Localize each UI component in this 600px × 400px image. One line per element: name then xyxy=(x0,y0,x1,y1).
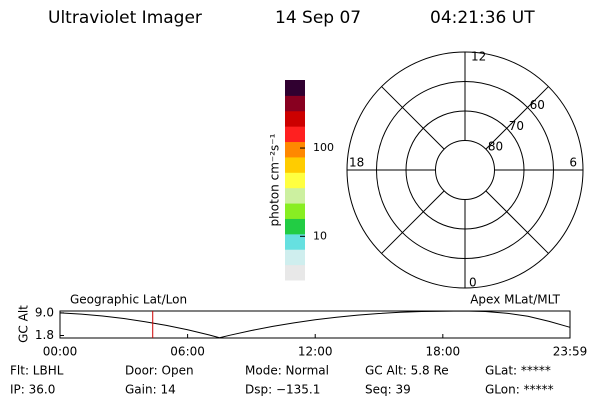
lat-label: 80 xyxy=(488,140,503,154)
status-field: Seq: 39 xyxy=(365,383,411,397)
status-field: Flt: LBHL xyxy=(10,364,64,378)
x-tick-label: 12:00 xyxy=(298,345,333,359)
color-band xyxy=(285,264,305,281)
color-band xyxy=(285,172,305,189)
lat-ring xyxy=(405,110,525,230)
x-tick-label: 06:00 xyxy=(170,345,205,359)
color-band xyxy=(285,95,305,112)
date: 14 Sep 07 xyxy=(275,8,361,28)
colorbar-tick-label: 100 xyxy=(313,141,334,154)
lat-label: 70 xyxy=(509,119,524,133)
color-band xyxy=(285,156,305,173)
lat-label: 60 xyxy=(530,98,545,112)
mlt-spoke xyxy=(381,86,445,150)
lat-ring xyxy=(376,81,554,259)
color-band xyxy=(285,126,305,143)
lat-ring xyxy=(435,140,495,200)
mlt-label: 18 xyxy=(349,156,364,170)
status-field: Dsp: −135.1 xyxy=(245,383,320,397)
status-field: GC Alt: 5.8 Re xyxy=(365,364,449,378)
color-band xyxy=(285,203,305,219)
colorbar-tick-label: 10 xyxy=(313,229,327,242)
color-band xyxy=(285,218,305,235)
annotation: Geographic Lat/Lon xyxy=(70,293,187,307)
status-field: GLon: ***** xyxy=(485,383,554,397)
mlt-spoke xyxy=(485,86,549,150)
mlt-label: 0 xyxy=(469,276,477,290)
annotation: Apex MLat/MLT xyxy=(470,293,560,307)
y-tick-label: 9.0 xyxy=(35,305,54,319)
alt-line xyxy=(59,310,571,339)
color-band xyxy=(285,233,305,250)
status-field: Mode: Normal xyxy=(245,364,329,378)
mlt-spoke xyxy=(485,190,549,254)
color-band xyxy=(285,80,305,96)
title: Ultraviolet Imager xyxy=(48,8,202,28)
x-tick-label: 23:59 xyxy=(553,345,588,359)
status-field: GLat: ***** xyxy=(485,364,551,378)
status-field: Door: Open xyxy=(125,364,194,378)
y-tick-label: 1.8 xyxy=(35,328,54,342)
y-label: GC Alt xyxy=(17,305,31,343)
x-tick-label: 00:00 xyxy=(43,345,78,359)
alt-frame xyxy=(59,310,571,339)
colorbar-label: photon cm⁻²s⁻¹ xyxy=(268,133,282,226)
mlt-label: 6 xyxy=(569,156,577,170)
status-field: Gain: 14 xyxy=(125,383,176,397)
color-band xyxy=(285,249,305,266)
mlt-label: 12 xyxy=(471,50,486,64)
color-band xyxy=(285,110,305,127)
color-band xyxy=(285,187,305,204)
status-field: IP: 36.0 xyxy=(10,383,55,397)
time: 04:21:36 UT xyxy=(430,8,535,28)
color-band xyxy=(285,141,305,158)
mlt-spoke xyxy=(381,190,445,254)
x-tick-label: 18:00 xyxy=(426,345,461,359)
